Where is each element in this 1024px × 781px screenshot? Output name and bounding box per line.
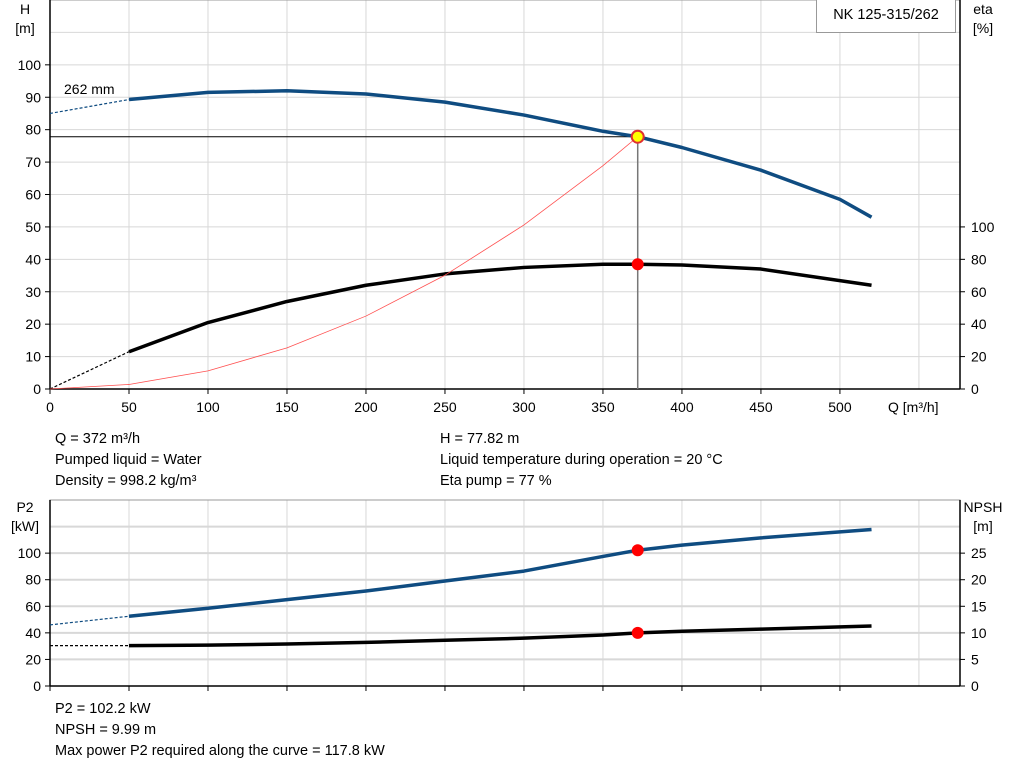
y2-tick-label: 60 [971, 284, 987, 300]
x-tick-label: 500 [828, 399, 852, 415]
info-temp: Liquid temperature during operation = 20… [440, 452, 723, 468]
y2-axis-unit: [m] [973, 518, 992, 534]
curve-system-curve [49, 136, 638, 390]
x-axis-label: Q [m³/h] [888, 399, 939, 415]
y-tick-label: 80 [25, 572, 41, 588]
curve-h [128, 89, 873, 219]
x-tick-label: 150 [275, 399, 299, 415]
y-tick-label: 10 [25, 349, 41, 365]
y-tick-label: 40 [25, 251, 41, 267]
y2-axis-unit: [%] [973, 20, 993, 36]
operating-point-npsh [631, 626, 644, 639]
info-eta: Eta pump = 77 % [440, 473, 552, 489]
y-tick-label: 100 [18, 57, 42, 73]
x-tick-label: 400 [670, 399, 694, 415]
impeller-diameter-label: 262 mm [64, 81, 115, 97]
x-tick-label: 50 [121, 399, 137, 415]
y2-tick-label: 15 [971, 598, 987, 614]
x-tick-label: 0 [46, 399, 54, 415]
y2-tick-label: 40 [971, 316, 987, 332]
y-tick-label: 60 [25, 187, 41, 203]
y-tick-label: 80 [25, 122, 41, 138]
operating-point-head [630, 129, 645, 144]
info-npsh: NPSH = 9.99 m [55, 722, 157, 738]
y-tick-label: 0 [33, 381, 41, 397]
y2-tick-label: 100 [971, 219, 995, 235]
plot-frame [49, 499, 961, 687]
curve-eta [128, 262, 872, 354]
operating-point-eta [631, 258, 644, 271]
y2-tick-label: 5 [971, 651, 979, 667]
y-tick-label: 40 [25, 625, 41, 641]
curve-p2 [128, 527, 872, 618]
x-tick-label: 450 [749, 399, 773, 415]
y-axis-unit: [kW] [11, 518, 39, 534]
y2-axis-label: NPSH [964, 499, 1003, 515]
curve-npsh [128, 624, 872, 648]
x-tick-label: 100 [196, 399, 220, 415]
y2-tick-label: 0 [971, 678, 979, 694]
info-p2: P2 = 102.2 kW [55, 701, 151, 717]
info-q: Q = 372 m³/h [55, 431, 141, 447]
y2-tick-label: 25 [971, 545, 987, 561]
y-tick-label: 100 [18, 545, 42, 561]
operating-point-p2 [631, 544, 644, 557]
x-tick-label: 200 [354, 399, 378, 415]
y-tick-label: 0 [33, 678, 41, 694]
y-tick-label: 20 [25, 316, 41, 332]
y-axis-unit: [m] [15, 20, 34, 36]
info-liquid: Pumped liquid = Water [55, 452, 202, 468]
y-tick-label: 70 [25, 154, 41, 170]
y-tick-label: 30 [25, 284, 41, 300]
y-tick-label: 90 [25, 89, 41, 105]
y2-tick-label: 10 [971, 625, 987, 641]
y-tick-label: 60 [25, 598, 41, 614]
x-tick-label: 350 [591, 399, 615, 415]
x-tick-label: 250 [433, 399, 457, 415]
y2-tick-label: 20 [971, 572, 987, 588]
curve-extrapolation-eta [49, 351, 130, 390]
y2-tick-label: 0 [971, 381, 979, 397]
info-h: H = 77.82 m [440, 431, 520, 447]
pump-model-label: NK 125-315/262 [816, 0, 956, 33]
y-tick-label: 50 [25, 219, 41, 235]
info-density: Density = 998.2 kg/m³ [55, 473, 197, 489]
info-max-power: Max power P2 required along the curve = … [55, 743, 385, 759]
curve-extrapolation-h [49, 98, 130, 115]
y-axis-label: H [20, 1, 30, 17]
y-tick-label: 20 [25, 651, 41, 667]
y2-axis-label: eta [973, 1, 993, 17]
y2-tick-label: 20 [971, 349, 987, 365]
y-axis-label: P2 [16, 499, 33, 515]
y2-tick-label: 80 [971, 251, 987, 267]
curve-extrapolation-p2 [49, 615, 130, 626]
x-tick-label: 300 [512, 399, 536, 415]
